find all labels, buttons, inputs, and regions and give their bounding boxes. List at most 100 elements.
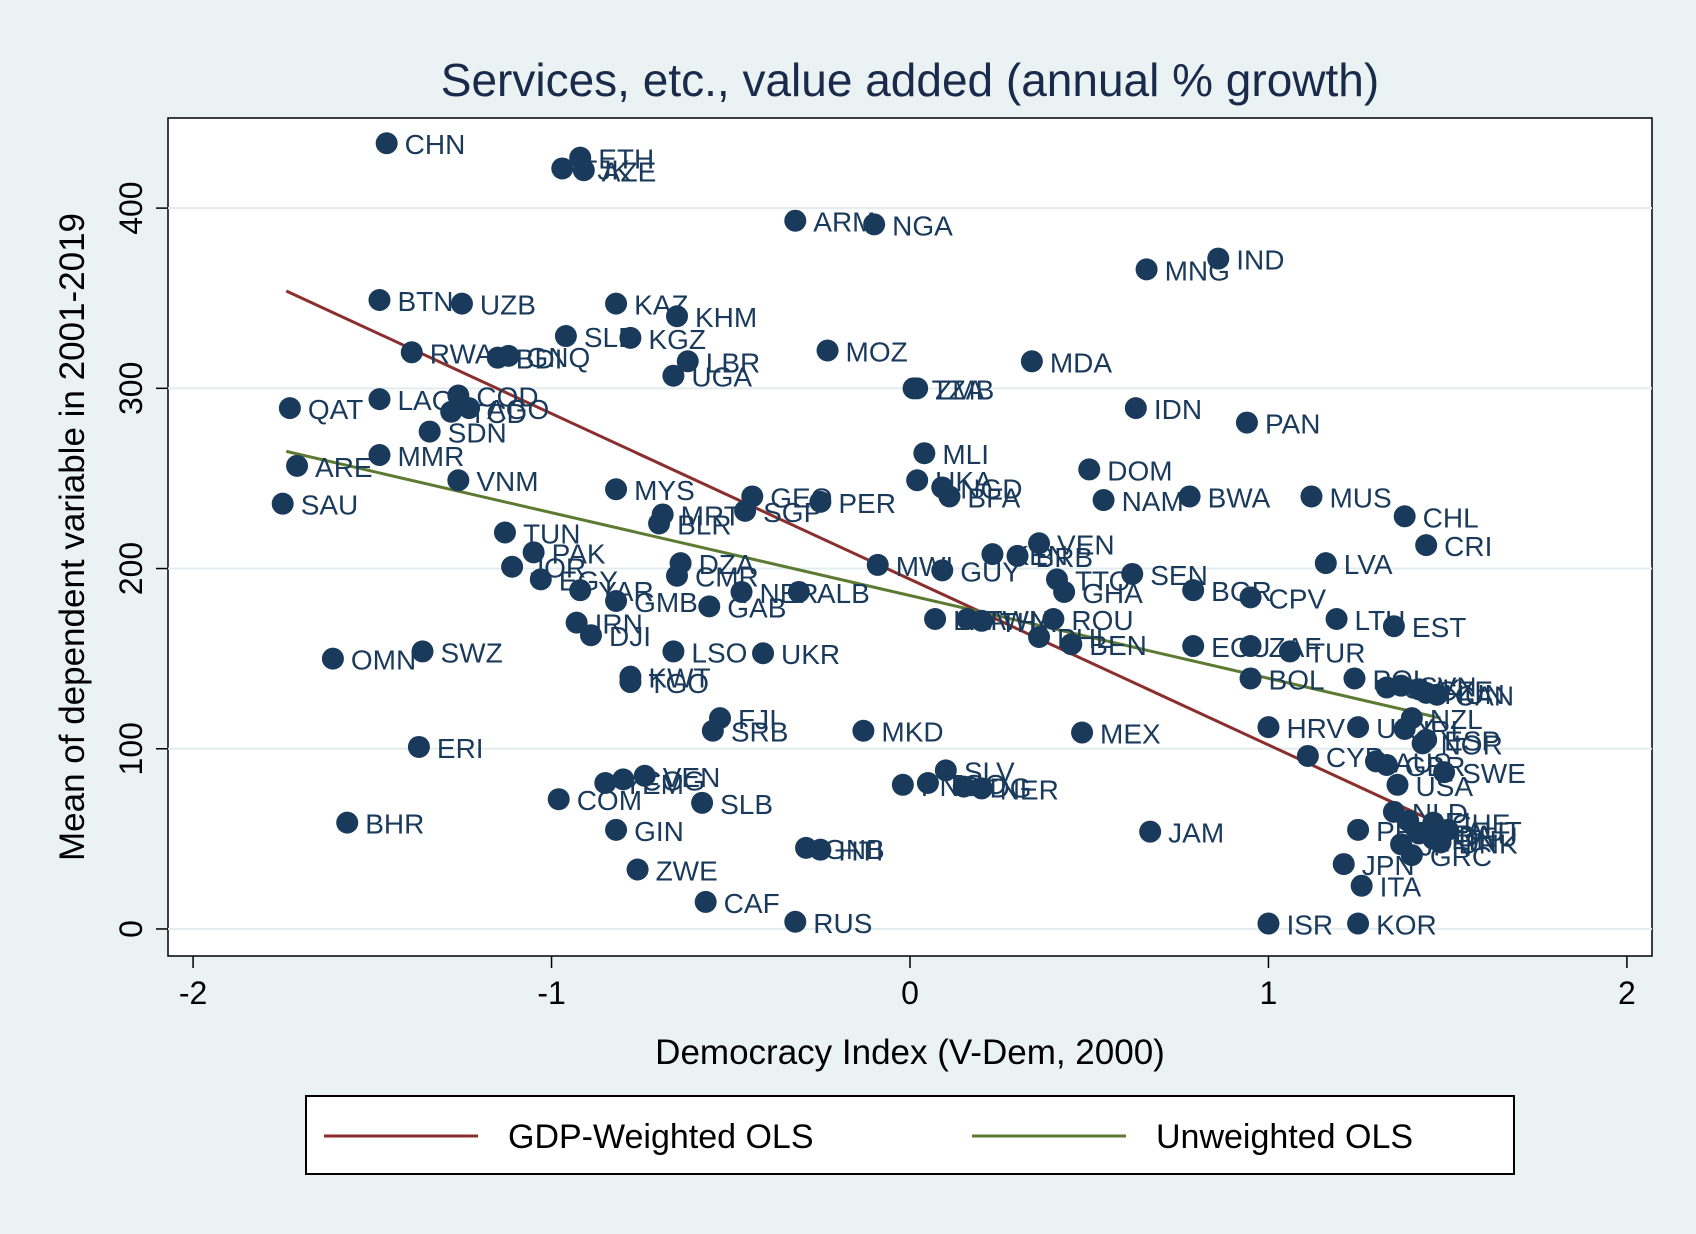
data-point-label: FJI [738,704,777,735]
data-point [1347,716,1370,739]
data-point-label: SAU [301,490,359,521]
data-point-label: MNG [1165,255,1230,286]
data-point-label: MDA [1050,347,1113,378]
data-point [866,553,889,576]
data-point-label: GAB [727,592,786,623]
data-point-label: MUS [1329,482,1391,513]
legend-label-gdp-weighted: GDP-Weighted OLS [508,1118,814,1156]
data-point [691,791,714,814]
data-point-label: IRN [595,609,643,640]
data-point [931,559,954,582]
data-point [852,719,875,742]
data-point-label: COM [577,785,642,816]
data-point [662,364,685,387]
data-point [809,838,832,861]
data-point [816,339,839,362]
data-point [1257,912,1280,935]
data-point-label: VNM [476,466,538,497]
data-point-label: DNK [1459,828,1518,859]
data-point [1347,912,1370,935]
data-point-label: CHL [1423,502,1479,533]
data-point [916,771,939,794]
data-point-label: BEN [1089,630,1147,661]
data-point-label: DZA [699,549,755,580]
data-point [734,499,757,522]
data-point-label: HTI [838,836,883,867]
data-point-label: SWE [1462,758,1526,789]
data-point-label: UKR [781,639,840,670]
data-point [666,305,689,328]
data-point-label: FIN [1451,825,1496,856]
data-point [501,555,524,578]
data-point [547,788,570,811]
data-point [666,564,689,587]
data-point [407,735,430,758]
data-point [1257,716,1280,739]
data-point [336,811,359,834]
data-point-label: ROU [1071,605,1133,636]
data-point [458,397,481,420]
data-point [447,469,470,492]
axes: 0 100 200 300 400 -2 -1 0 1 2 [113,181,1636,1011]
data-point [938,485,961,508]
data-point [1042,607,1065,630]
legend-label-unweighted: Unweighted OLS [1156,1118,1413,1156]
data-point-label: SGP [763,497,822,528]
data-point [612,768,635,791]
data-point-label: SDN [448,418,507,449]
data-point-label: TZA [932,374,985,405]
data-point-label: CHN [405,129,466,160]
data-point-label: ARE [315,452,373,483]
data-point-label: ESP [1444,726,1500,757]
data-point-label: ERI [437,733,484,764]
data-point [411,640,434,663]
y-tick-label: 400 [113,181,149,234]
data-point [1092,489,1115,512]
data-point-label: NOR [1441,729,1503,760]
data-point-label: BTN [397,286,453,317]
x-tick-label: -2 [179,975,207,1011]
data-point [1124,397,1147,420]
data-point [809,490,832,513]
data-point-label: JAM [1168,818,1224,849]
data-point-label: NGA [892,210,953,241]
data-point [730,580,753,603]
data-point-label: UGA [691,362,752,393]
data-point-label: CRI [1444,531,1492,562]
data-point-label: BFA [967,482,1020,513]
data-point-label: IDN [1154,394,1202,425]
data-point-label: AGO [487,394,549,425]
data-point [554,325,577,348]
x-tick-label: -1 [537,975,565,1011]
data-point [605,818,628,841]
data-point [605,292,628,315]
data-point [1343,667,1366,690]
data-point-label: NER [760,578,819,609]
data-point-label: BOL [1269,664,1325,695]
data-point [493,521,516,544]
data-point-label: COG [641,765,705,796]
data-point-label: VEN [1057,529,1115,560]
data-point [1182,579,1205,602]
data-point [1415,534,1438,557]
data-point [605,478,628,501]
data-point [1350,874,1373,897]
data-point-label: MLI [942,439,989,470]
data-point [648,512,671,535]
data-point [1347,818,1370,841]
data-point [1390,674,1413,697]
data-point [594,771,617,794]
data-point-label: QAT [308,394,363,425]
y-tick-label: 300 [113,362,149,415]
data-point [565,611,588,634]
data-point [1314,552,1337,575]
data-point [952,775,975,798]
data-point-label: BHR [365,809,424,840]
data-point-label: JPN [1419,830,1472,861]
data-point-label: GHA [1082,578,1143,609]
data-point [1235,411,1258,434]
data-point-label: NZL [1430,704,1483,735]
data-point [368,289,391,312]
data-point [1425,683,1448,706]
y-tick-label: 100 [113,722,149,775]
